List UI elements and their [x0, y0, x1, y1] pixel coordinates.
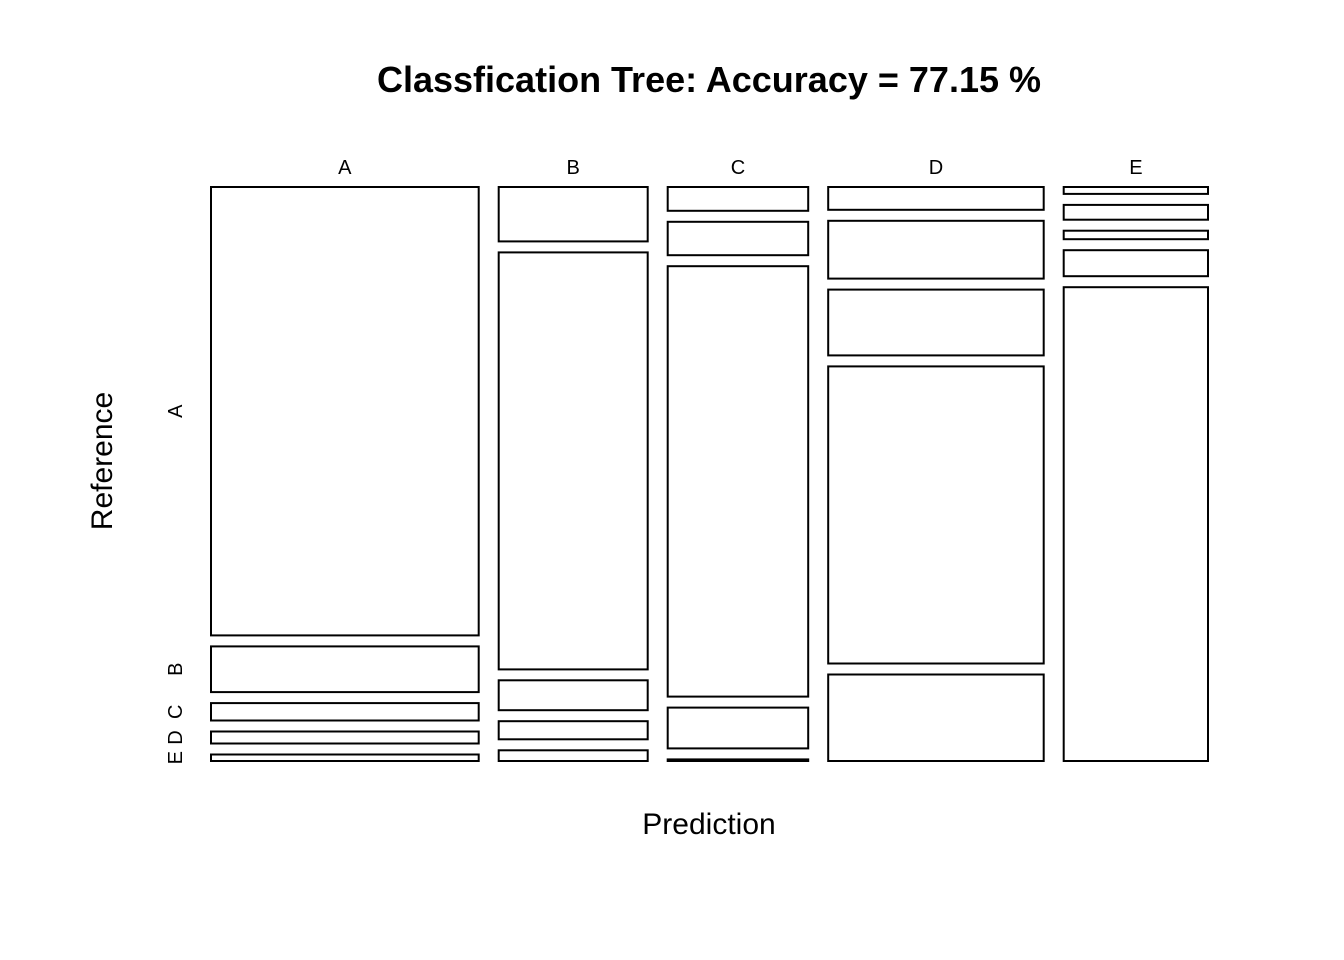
cell-pred-e-ref-e: [1062, 286, 1209, 762]
prediction-tick-d: D: [929, 157, 943, 179]
cell-pred-d-ref-a: [827, 186, 1045, 211]
mosaic-cells: [210, 186, 1209, 763]
cell-pred-a-ref-c: [210, 702, 480, 722]
cell-pred-d-ref-e: [827, 673, 1045, 762]
chart-title: Classfication Tree: Accuracy = 77.15 %: [377, 59, 1041, 100]
cell-pred-d-ref-c: [827, 288, 1045, 357]
reference-tick-a: A: [165, 404, 187, 418]
cell-pred-a-ref-d: [210, 730, 480, 745]
prediction-tick-c: C: [731, 157, 745, 179]
cell-pred-c-ref-c: [666, 265, 810, 698]
cell-pred-b-ref-e: [497, 749, 649, 762]
cell-pred-a-ref-e: [210, 753, 480, 762]
x-axis-label: Prediction: [642, 808, 775, 841]
cell-pred-b-ref-c: [497, 679, 649, 712]
cell-pred-d-ref-d: [827, 365, 1045, 665]
cell-pred-c-ref-e: [666, 758, 810, 763]
prediction-tick-e: E: [1129, 157, 1142, 179]
reference-tick-e: E: [165, 751, 187, 764]
cell-pred-a-ref-a: [210, 186, 480, 637]
prediction-tick-b: B: [567, 157, 580, 179]
cell-pred-e-ref-a: [1062, 186, 1209, 195]
cell-pred-c-ref-a: [666, 186, 810, 212]
cell-pred-c-ref-b: [666, 220, 810, 257]
cell-pred-b-ref-d: [497, 720, 649, 741]
cell-pred-c-ref-d: [666, 706, 810, 750]
cell-pred-e-ref-d: [1062, 249, 1209, 278]
reference-tick-d: D: [165, 730, 187, 744]
cell-pred-a-ref-b: [210, 645, 480, 694]
reference-tick-labels: A B CDE: [165, 404, 187, 765]
prediction-tick-a: A: [338, 157, 352, 179]
y-axis-label: Reference: [86, 392, 119, 530]
prediction-tick-labels: A B C D E: [338, 157, 1142, 179]
cell-pred-e-ref-b: [1062, 203, 1209, 221]
cell-pred-b-ref-a: [497, 186, 649, 243]
reference-tick-c: C: [165, 705, 187, 719]
cell-pred-d-ref-b: [827, 219, 1045, 280]
cell-pred-e-ref-c: [1062, 229, 1209, 241]
reference-tick-b: B: [165, 663, 187, 676]
cell-pred-b-ref-b: [497, 251, 649, 671]
